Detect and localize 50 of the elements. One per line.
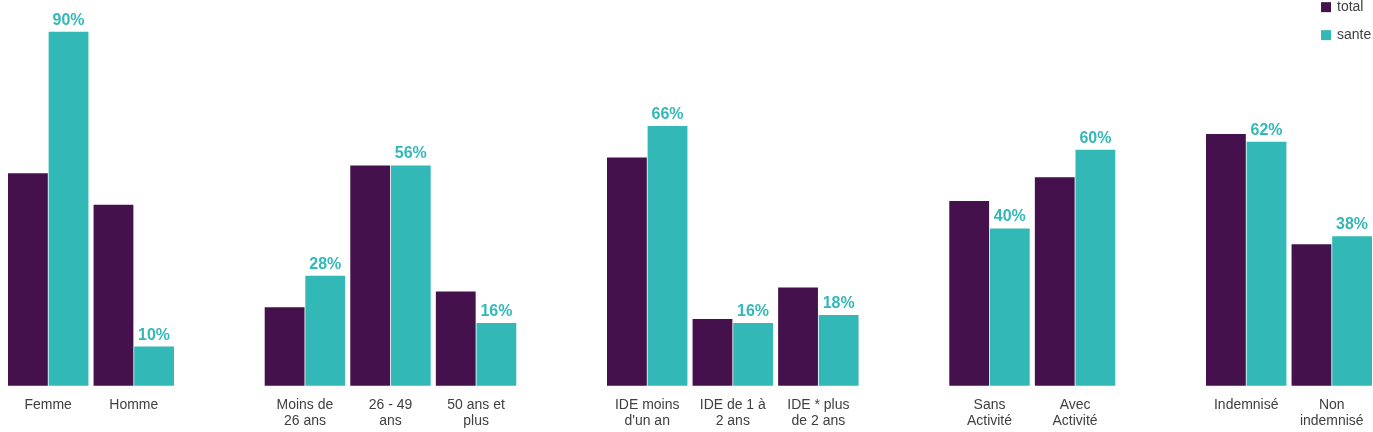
x-tick-label: IDE moins d'un an xyxy=(614,396,680,429)
bar xyxy=(606,157,647,386)
bar xyxy=(989,228,1030,386)
data-label: 60% xyxy=(1079,128,1112,146)
data-label: 56% xyxy=(394,144,427,162)
x-tick-label: IDE * plus de 2 ans xyxy=(787,396,850,429)
bar xyxy=(1332,236,1372,386)
bar xyxy=(818,315,859,386)
bar xyxy=(733,322,773,386)
bar xyxy=(350,165,391,386)
x-tick-label: Avec Activité xyxy=(1052,396,1098,429)
data-label: 38% xyxy=(1336,215,1369,233)
bar xyxy=(1246,141,1287,386)
data-label: 16% xyxy=(737,301,770,319)
bar xyxy=(1075,149,1116,386)
data-label: 62% xyxy=(1250,120,1283,138)
x-tick-label: Indemnisé xyxy=(1213,396,1279,413)
x-tick-label: Non indemnisé xyxy=(1299,396,1364,429)
bar xyxy=(778,287,818,386)
x-tick-label: IDE de 1 à 2 ans xyxy=(699,396,767,429)
data-label: 40% xyxy=(993,207,1026,225)
x-tick-label: Femme xyxy=(24,396,73,413)
bar xyxy=(48,31,89,386)
legend-label: total xyxy=(1337,0,1364,15)
bar xyxy=(1205,133,1246,386)
bar xyxy=(7,173,48,386)
bar xyxy=(949,200,990,386)
x-tick-label: Moins de 26 ans xyxy=(276,396,334,429)
bar xyxy=(305,275,346,386)
bar xyxy=(93,204,134,386)
bar xyxy=(390,165,431,386)
data-label: 18% xyxy=(822,294,855,312)
x-tick-label: 26 - 49 ans xyxy=(368,396,413,429)
data-label: 28% xyxy=(309,254,342,272)
x-tick-label: Homme xyxy=(109,396,159,413)
bar xyxy=(134,346,174,386)
x-tick-label: 50 ans et plus xyxy=(447,396,505,429)
bar xyxy=(1291,244,1332,386)
bar xyxy=(1034,177,1075,386)
bar xyxy=(435,291,476,386)
bar xyxy=(476,322,517,386)
x-tick-label: Sans Activité xyxy=(966,396,1013,429)
legend-label: sante xyxy=(1337,26,1372,43)
data-label: 16% xyxy=(480,301,513,319)
data-label: 90% xyxy=(52,10,85,28)
bar xyxy=(692,318,733,386)
bar xyxy=(647,126,688,386)
data-label: 66% xyxy=(651,105,684,123)
data-label: 10% xyxy=(138,325,171,343)
bar xyxy=(264,307,305,386)
